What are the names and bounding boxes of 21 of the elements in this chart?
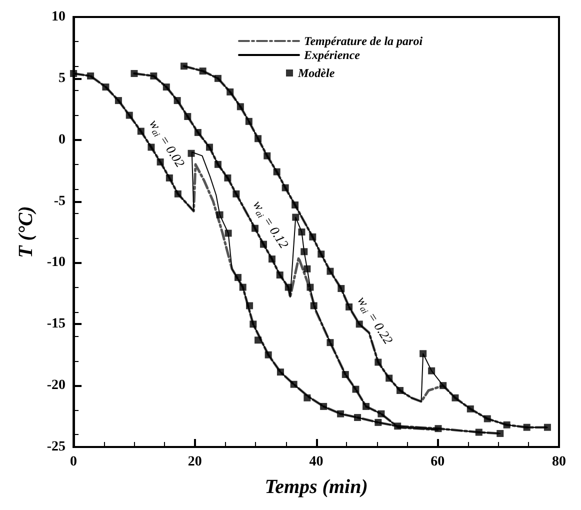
y-tick-label: 10: [52, 10, 66, 24]
y-tick-label: -20: [46, 378, 66, 394]
legend-label: Expérience: [303, 48, 361, 62]
x-tick-label: 80: [552, 454, 566, 470]
y-tick-label: -15: [46, 316, 66, 332]
legend-label: Température de la paroi: [304, 34, 424, 48]
x-tick-label: 0: [70, 454, 78, 470]
y-tick-label: 0: [58, 132, 66, 148]
y-tick-label: -5: [54, 194, 66, 209]
y-tick-label: -10: [46, 255, 66, 270]
annotation: wai = 0.22: [354, 294, 396, 348]
legend-label: Modèle: [297, 66, 336, 80]
x-tick-label: 20: [188, 454, 202, 470]
x-tick-label: 40: [309, 454, 324, 470]
x-axis-title: Temps (min): [264, 476, 368, 498]
annotation: wai = 0.02: [146, 116, 188, 170]
x-tick-label: 60: [430, 454, 445, 470]
y-tick-label: 5: [58, 70, 66, 86]
y-tick-label: -25: [46, 440, 66, 454]
y-axis-title: T (°C): [15, 206, 37, 258]
annotation: wai = 0.12: [250, 198, 292, 252]
